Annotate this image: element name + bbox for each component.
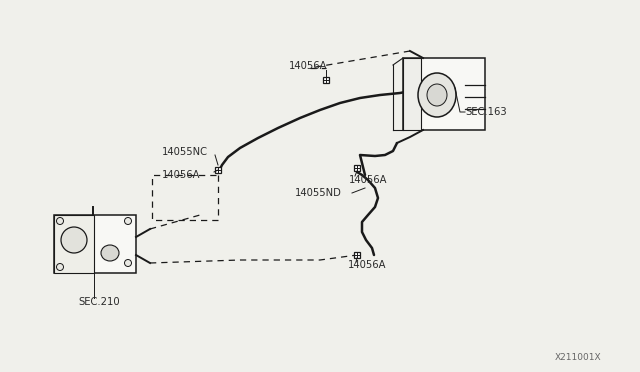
Text: 14056A: 14056A [289, 61, 327, 71]
Ellipse shape [125, 260, 131, 266]
Text: 14055NC: 14055NC [162, 147, 208, 157]
Ellipse shape [61, 227, 87, 253]
Text: X211001X: X211001X [555, 353, 602, 362]
Ellipse shape [427, 84, 447, 106]
Ellipse shape [101, 245, 119, 261]
Bar [215, 167, 221, 173]
Text: 14055ND: 14055ND [295, 188, 342, 198]
Ellipse shape [56, 263, 63, 270]
Ellipse shape [418, 73, 456, 117]
Bar [54, 215, 136, 273]
Bar [54, 215, 94, 273]
Text: 14056A: 14056A [348, 260, 387, 270]
Text: 14056A: 14056A [162, 170, 200, 180]
Text: 14056A: 14056A [349, 175, 387, 185]
Bar [403, 58, 421, 130]
Bar [403, 58, 485, 130]
Bar [354, 252, 360, 258]
Text: SEC.163: SEC.163 [465, 107, 507, 117]
Bar [323, 77, 329, 83]
Text: SEC.210: SEC.210 [78, 297, 120, 307]
Ellipse shape [125, 218, 131, 224]
Bar [354, 165, 360, 171]
Ellipse shape [56, 218, 63, 224]
